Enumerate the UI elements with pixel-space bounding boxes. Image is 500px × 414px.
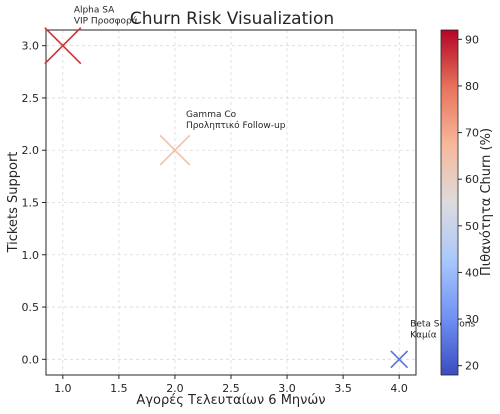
colorbar-tick-label: 50 [465,220,479,233]
x-tick-label: 3.5 [334,382,352,395]
x-axis-ticks: 1.0 1.5 2.0 2.5 3.0 3.5 4.0 [54,375,408,395]
colorbar-tick-label: 30 [465,313,479,326]
y-tick-label: 0.5 [22,301,40,314]
y-axis-label: Tickets Support [6,152,21,254]
marker-stroke [44,27,82,65]
colorbar-tick-label: 20 [465,360,479,373]
point-label-action: VIP Προσφορά [74,17,138,27]
x-tick-label: 3.0 [278,382,296,395]
x-tick-label: 2.0 [166,382,184,395]
chart-title: Churn Risk Visualization [130,9,334,29]
x-tick-label: 1.0 [54,382,72,395]
point-label-action: Καμία [410,330,437,340]
colorbar-tick-label: 40 [465,266,479,279]
data-points [44,27,409,369]
colorbar-ticks: 20 30 40 50 60 70 80 90 [458,33,479,373]
marker-stroke [390,350,409,369]
data-point-marker [44,27,82,65]
colorbar-tick-label: 70 [465,127,479,140]
colorbar-tick-label: 90 [465,33,479,46]
x-tick-label: 2.5 [222,382,240,395]
y-tick-label: 1.5 [22,197,40,210]
y-tick-label: 3.0 [22,40,40,53]
x-axis-label: Αγορές Τελευταίων 6 Μηνών [136,393,325,408]
colorbar-tick-label: 60 [465,173,479,186]
y-tick-label: 2.0 [22,144,40,157]
point-label-name: Alpha SA [74,6,115,16]
x-tick-label: 4.0 [390,382,408,395]
y-tick-label: 0.0 [22,353,40,366]
point-label-name: Gamma Co [186,110,237,120]
point-label-action: Προληπτικό Follow-up [186,120,286,131]
colorbar-label: Πιθανότητα Churn (%) [479,128,494,276]
y-tick-label: 2.5 [22,92,40,105]
y-tick-label: 1.0 [22,249,40,262]
x-tick-label: 1.5 [110,382,128,395]
grid-lines [46,30,416,375]
colorbar [440,29,459,376]
y-axis-ticks: 0.0 0.5 1.0 1.5 2.0 2.5 3.0 [22,40,46,366]
data-point-marker [159,134,191,166]
data-point-marker [390,350,409,369]
marker-stroke [159,134,191,166]
colorbar-tick-label: 80 [465,80,479,93]
